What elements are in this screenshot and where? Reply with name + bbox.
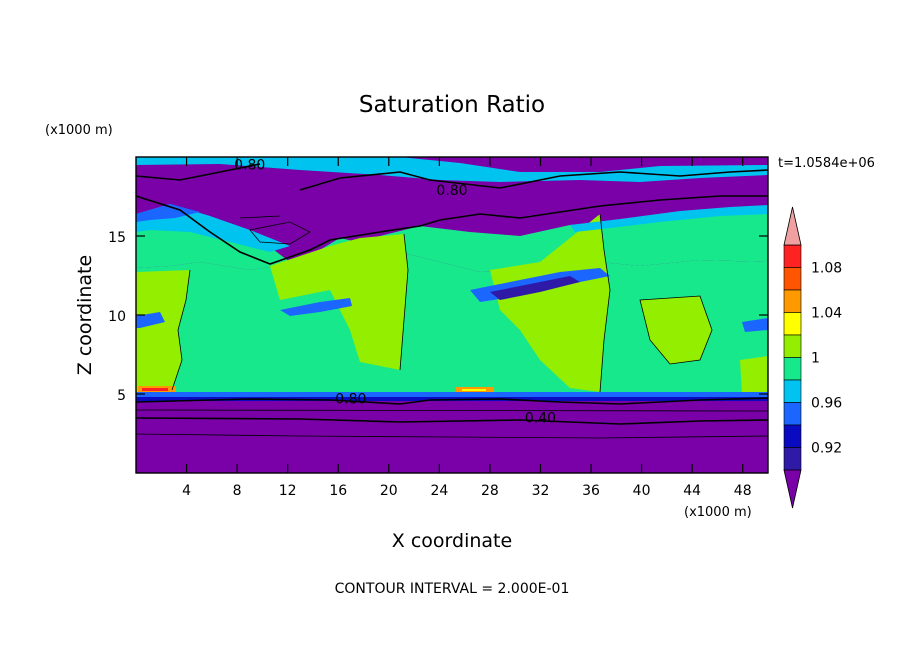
colorbar-segment	[783, 244, 802, 268]
heatmap-area	[136, 157, 768, 473]
saturated-patch-edge	[740, 356, 768, 394]
x-tick-label: 48	[734, 483, 752, 499]
supersaturated-core-center	[462, 389, 486, 391]
x-tick-label: 12	[279, 483, 297, 499]
x-tick-label: 4	[182, 483, 191, 499]
contour-label: 0.80	[234, 157, 265, 173]
x-tick-label: 44	[683, 483, 701, 499]
cloud-base-blue	[136, 392, 768, 397]
saturated-patch-far-right	[640, 296, 712, 364]
dark-blue-streak-right	[490, 276, 580, 300]
moist-fringe-right	[570, 205, 768, 232]
contour-label: 0.80	[335, 391, 366, 407]
colorbar-segment	[783, 312, 802, 336]
saturated-patch-left	[136, 270, 190, 392]
blue-streak-left	[280, 298, 352, 316]
x-axis-ticks: 4 8 12 16 20 24 28 32 36 40 44 48	[182, 157, 752, 499]
contour-thin-lower	[136, 409, 768, 439]
colorbar-tick-label: 1.04	[811, 306, 842, 322]
x-tick-label: 8	[233, 483, 242, 499]
colorbar-min-arrow	[783, 469, 802, 509]
colorbar-tick-label: 0.96	[811, 396, 842, 412]
y-axis-title: Z coordinate	[74, 255, 96, 375]
colorbar-tick-label: 0.92	[811, 441, 842, 457]
colorbar-segment	[783, 289, 802, 313]
contour-interval-note: CONTOUR INTERVAL = 2.000E-01	[335, 581, 570, 597]
moist-fringe-top	[136, 157, 768, 182]
colorbar-segment	[783, 379, 802, 403]
y-axis-ticks: 5 10 15	[108, 230, 768, 404]
x-tick-label: 32	[532, 483, 550, 499]
contour-thin-mid	[171, 213, 713, 393]
x-tick-label: 36	[582, 483, 600, 499]
colorbar-tick-label: 1.08	[811, 261, 842, 277]
y-tick-label: 10	[108, 309, 126, 325]
x-tick-label: 20	[380, 483, 398, 499]
colorbar-segment	[783, 334, 802, 358]
x-tick-label: 24	[430, 483, 448, 499]
x-tick-label: 40	[633, 483, 651, 499]
contour-040	[136, 417, 768, 425]
y-tick-label: 5	[117, 388, 126, 404]
y-tick-label: 15	[108, 230, 126, 246]
saturated-patch-right	[490, 214, 610, 392]
contour-080-cloud	[136, 195, 768, 265]
blue-streak-edge-left	[136, 312, 165, 328]
y-unit-label: (x1000 m)	[45, 123, 113, 138]
contour-080-upper	[136, 163, 768, 191]
x-axis-title: X coordinate	[392, 530, 512, 552]
colorbar: 1.08 1.04 1 0.96 0.92	[783, 206, 842, 509]
colorbar-max-arrow	[783, 206, 802, 246]
x-unit-label: (x1000 m)	[684, 505, 752, 520]
contour-080-base	[136, 397, 768, 405]
colorbar-segment	[783, 357, 802, 381]
x-tick-label: 16	[329, 483, 347, 499]
contour-thin-upper	[239, 215, 311, 245]
colorbar-tick-label: 1	[811, 351, 820, 367]
colorbar-segment	[783, 424, 802, 448]
blue-fringe-upper	[136, 204, 200, 222]
x-tick-label: 28	[481, 483, 499, 499]
contour-label: 0.80	[436, 183, 467, 199]
blue-streak-edge-right	[742, 318, 768, 332]
colorbar-segment	[783, 402, 802, 426]
time-label: t=1.0584e+06	[778, 156, 875, 171]
contour-label: 0.40	[525, 410, 556, 426]
colorbar-segment	[783, 447, 802, 471]
colorbar-segment	[783, 267, 802, 291]
chart-title: Saturation Ratio	[359, 92, 545, 118]
contour-labels: 0.80 0.80 0.80 0.40	[234, 157, 556, 426]
supersaturated-core-left	[142, 388, 168, 391]
